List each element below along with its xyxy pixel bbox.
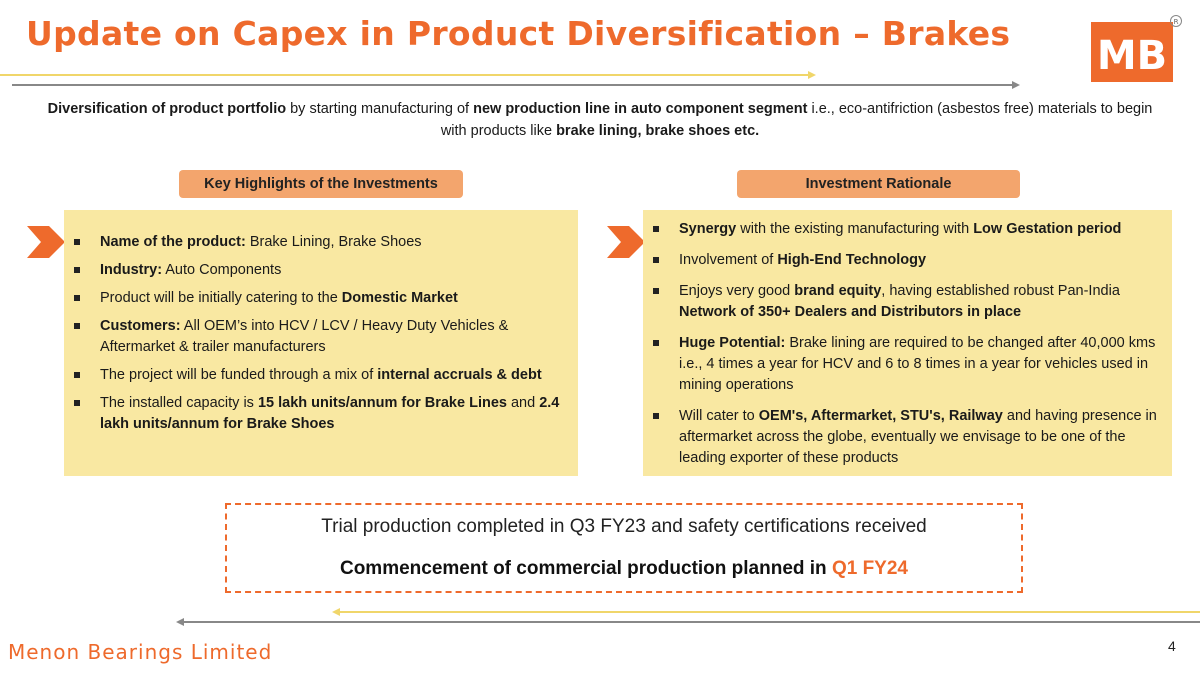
trial-production-status: Trial production completed in Q3 FY23 an… — [321, 516, 927, 537]
list-item: The project will be funded through a mix… — [64, 365, 566, 386]
list-item: Huge Potential: Brake lining are require… — [643, 333, 1164, 396]
intro-text: Diversification of product portfolio by … — [47, 101, 1153, 139]
list-item: Name of the product: Brake Lining, Brake… — [64, 232, 566, 253]
list-item: Industry: Auto Components — [64, 260, 566, 281]
company-logo: MB R — [1088, 14, 1184, 86]
key-highlights-heading: Key Highlights of the Investments — [179, 170, 463, 198]
list-item: Customers: All OEM’s into HCV / LCV / He… — [64, 316, 566, 358]
key-highlights-panel: Name of the product: Brake Lining, Brake… — [64, 210, 578, 476]
list-item: The installed capacity is 15 lakh units/… — [64, 393, 566, 435]
page-title: Update on Capex in Product Diversificati… — [26, 14, 1011, 53]
company-name: Menon Bearings Limited — [8, 640, 273, 664]
svg-text:MB: MB — [1097, 33, 1167, 79]
pointer-arrow-icon — [27, 226, 67, 263]
list-item: Enjoys very good brand equity, having es… — [643, 281, 1164, 323]
pointer-arrow-icon — [607, 226, 647, 263]
investment-rationale-heading: Investment Rationale — [737, 170, 1020, 198]
page-number: 4 — [1168, 638, 1176, 654]
commercial-production-status: Commencement of commercial production pl… — [339, 558, 908, 579]
status-box: Trial production completed in Q3 FY23 an… — [225, 503, 1023, 593]
list-item: Synergy with the existing manufacturing … — [643, 219, 1164, 240]
list-item: Will cater to OEM's, Aftermarket, STU's,… — [643, 406, 1164, 469]
investment-rationale-panel: Synergy with the existing manufacturing … — [643, 210, 1172, 476]
list-item: Involvement of High-End Technology — [643, 250, 1164, 271]
list-item: Product will be initially catering to th… — [64, 288, 566, 309]
svg-text:R: R — [1174, 18, 1179, 26]
